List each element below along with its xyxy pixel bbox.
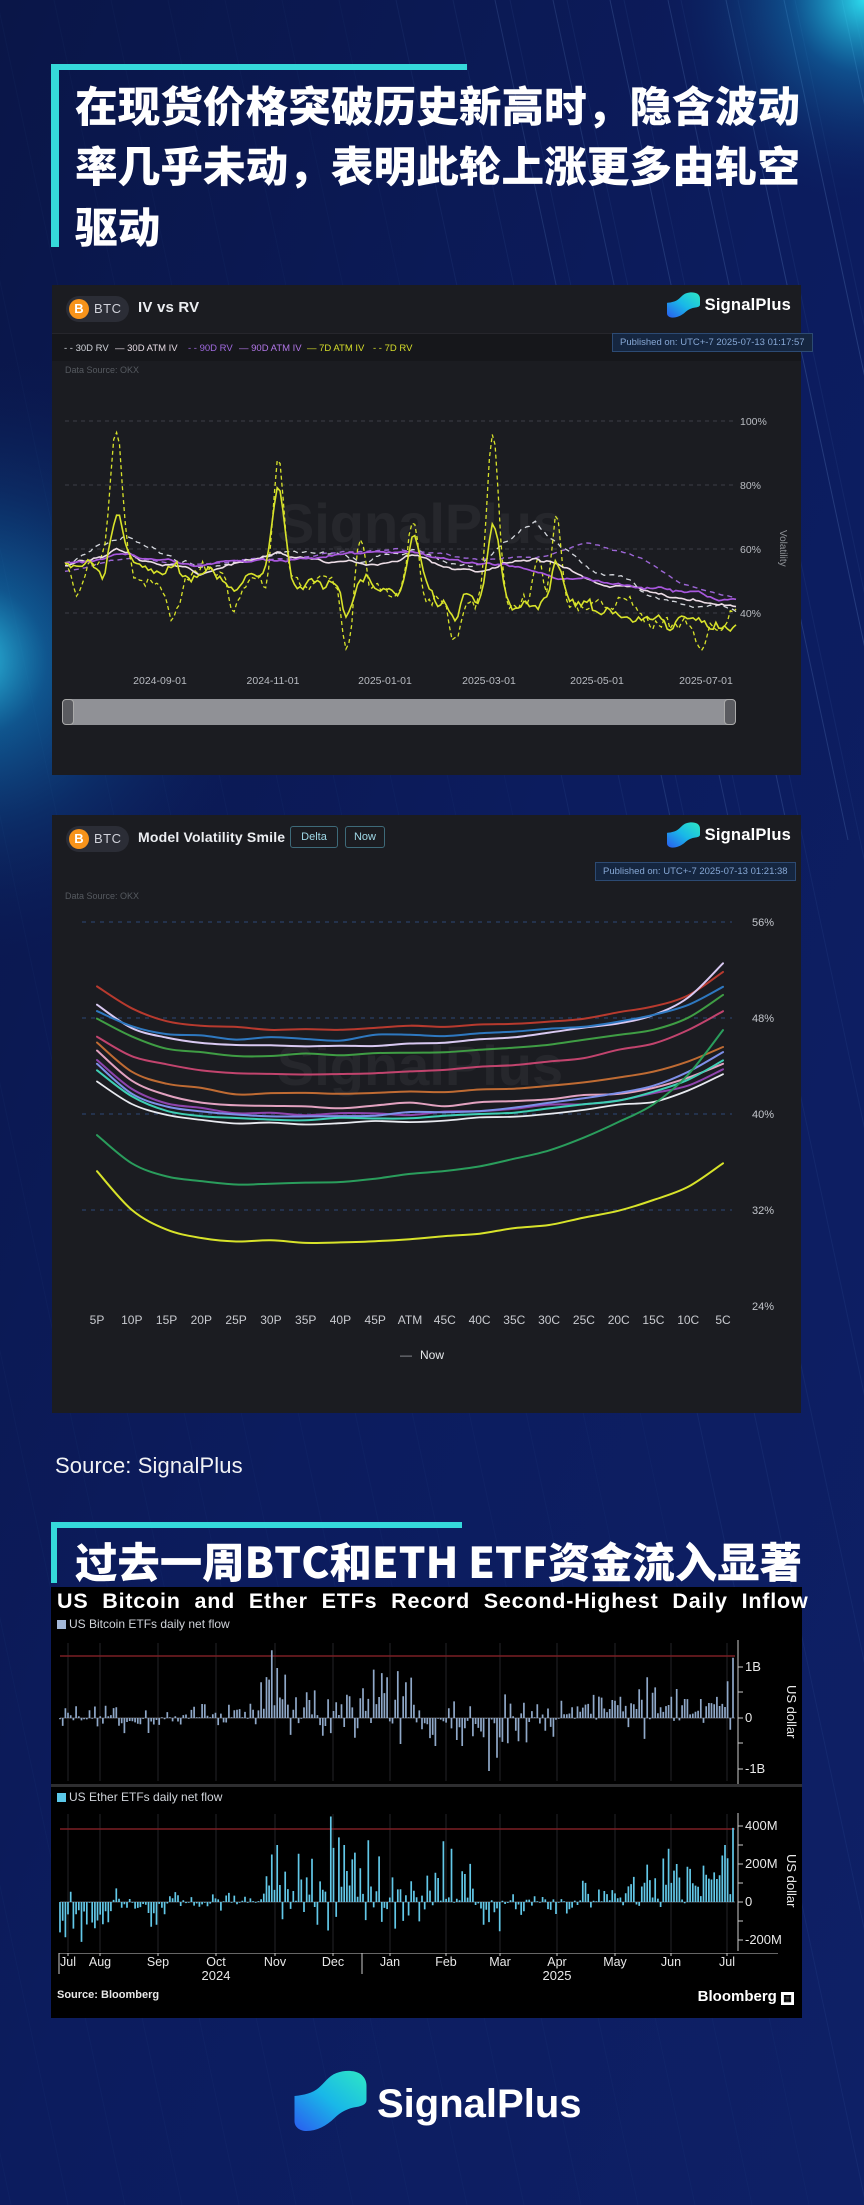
svg-text:2024-09-01: 2024-09-01 <box>133 675 187 687</box>
svg-text:Apr: Apr <box>547 1955 566 1969</box>
svg-text:US dollar: US dollar <box>784 1685 799 1739</box>
svg-text:20C: 20C <box>608 1313 630 1327</box>
svg-text:May: May <box>603 1955 627 1969</box>
svg-text:- - 30D RV: - - 30D RV <box>64 343 109 354</box>
svg-text:80%: 80% <box>740 480 761 492</box>
svg-text:30C: 30C <box>538 1313 560 1327</box>
svg-text:— 30D ATM IV: — 30D ATM IV <box>115 343 178 354</box>
svg-text:30P: 30P <box>260 1313 281 1327</box>
svg-text:Jul: Jul <box>60 1955 76 1969</box>
svg-text:2024-11-01: 2024-11-01 <box>247 675 300 687</box>
svg-text:40C: 40C <box>469 1313 491 1327</box>
svg-text:Oct: Oct <box>206 1955 226 1969</box>
svg-text:Jan: Jan <box>380 1955 400 1969</box>
svg-text:40%: 40% <box>752 1109 774 1121</box>
svg-text:ATM: ATM <box>398 1313 422 1327</box>
svg-text:100%: 100% <box>740 416 767 428</box>
svg-text:40P: 40P <box>330 1313 351 1327</box>
svg-text:-1B: -1B <box>745 1761 765 1776</box>
svg-text:US dollar: US dollar <box>784 1854 799 1908</box>
svg-text:2025-07-01: 2025-07-01 <box>679 675 733 687</box>
svg-text:2025-03-01: 2025-03-01 <box>462 675 516 687</box>
svg-text:10P: 10P <box>121 1313 142 1327</box>
svg-text:2025-05-01: 2025-05-01 <box>570 675 624 687</box>
svg-text:45C: 45C <box>434 1313 456 1327</box>
svg-text:- - 90D RV: - - 90D RV <box>188 343 233 354</box>
svg-text:32%: 32% <box>752 1205 774 1217</box>
svg-text:10C: 10C <box>677 1313 699 1327</box>
svg-text:56%: 56% <box>752 917 774 929</box>
svg-text:SignalPlus: SignalPlus <box>277 492 563 555</box>
svg-text:5P: 5P <box>90 1313 105 1327</box>
svg-text:35P: 35P <box>295 1313 316 1327</box>
svg-text:Volatility: Volatility <box>777 530 788 567</box>
svg-text:Jul: Jul <box>719 1955 735 1969</box>
svg-text:400M: 400M <box>745 1818 778 1833</box>
svg-text:48%: 48% <box>752 1013 774 1025</box>
svg-text:15P: 15P <box>156 1313 177 1327</box>
svg-text:Feb: Feb <box>435 1955 457 1969</box>
svg-text:40%: 40% <box>740 608 761 620</box>
svg-text:Now: Now <box>420 1348 444 1362</box>
svg-text:2025: 2025 <box>543 1968 572 1983</box>
svg-text:24%: 24% <box>752 1301 774 1313</box>
svg-text:60%: 60% <box>740 544 761 556</box>
svg-text:25P: 25P <box>225 1313 246 1327</box>
svg-text:Jun: Jun <box>661 1955 681 1969</box>
svg-text:2024: 2024 <box>202 1968 231 1983</box>
svg-text:— 90D ATM IV: — 90D ATM IV <box>239 343 302 354</box>
svg-text:20P: 20P <box>191 1313 212 1327</box>
svg-text:45P: 45P <box>365 1313 386 1327</box>
svg-text:5C: 5C <box>715 1313 731 1327</box>
svg-text:1B: 1B <box>745 1659 761 1674</box>
svg-text:-200M: -200M <box>745 1932 782 1947</box>
svg-text:— 7D ATM IV: — 7D ATM IV <box>307 343 365 354</box>
svg-text:0: 0 <box>745 1710 752 1725</box>
svg-text:25C: 25C <box>573 1313 595 1327</box>
svg-text:35C: 35C <box>503 1313 525 1327</box>
svg-text:15C: 15C <box>642 1313 664 1327</box>
svg-text:Dec: Dec <box>322 1955 344 1969</box>
svg-text:200M: 200M <box>745 1856 778 1871</box>
svg-text:—: — <box>400 1348 412 1362</box>
svg-text:2025-01-01: 2025-01-01 <box>358 675 412 687</box>
svg-text:- - 7D RV: - - 7D RV <box>373 343 413 354</box>
svg-text:Sep: Sep <box>147 1955 169 1969</box>
svg-text:0: 0 <box>745 1894 752 1909</box>
svg-text:Mar: Mar <box>489 1955 511 1969</box>
svg-text:Nov: Nov <box>264 1955 287 1969</box>
svg-text:Aug: Aug <box>89 1955 111 1969</box>
